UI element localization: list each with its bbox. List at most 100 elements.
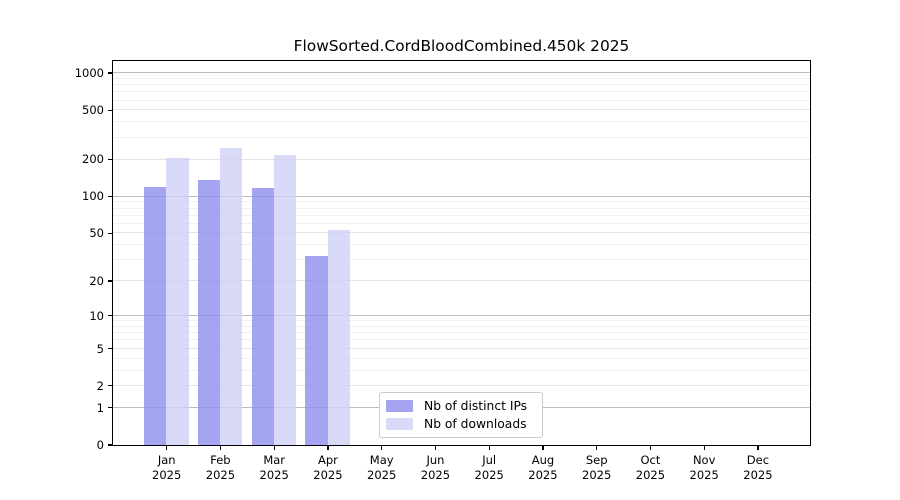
bar-feb-ips — [197, 180, 221, 445]
x-tick-mar — [273, 445, 275, 450]
gridline-40 — [112, 244, 810, 246]
plot-area — [111, 59, 811, 446]
x-tick-label-jul: Jul 2025 — [459, 453, 519, 482]
x-tick-month: Jul — [482, 453, 497, 467]
y-tick-label-1: 1 — [96, 400, 104, 415]
downloads-swatch-icon — [386, 418, 413, 430]
x-tick-label-nov: Nov 2025 — [674, 453, 734, 482]
x-tick-month: Mar — [263, 453, 286, 467]
x-tick-label-apr: Apr 2025 — [298, 453, 358, 482]
x-tick-label-mar: Mar 2025 — [244, 453, 304, 482]
gridline-80 — [112, 207, 810, 209]
legend-item-distinct-ips: Nb of distinct IPs — [386, 398, 536, 415]
x-tick-year: 2025 — [420, 467, 451, 482]
gridline-2 — [112, 385, 810, 387]
y-tick-label-5: 5 — [96, 341, 104, 356]
gridline-100 — [112, 195, 810, 197]
gridline-60 — [112, 222, 810, 224]
y-tick-1000 — [108, 72, 113, 74]
bar-mar-downloads — [273, 155, 297, 445]
legend-item-downloads: Nb of downloads — [386, 416, 536, 433]
x-tick-year: 2025 — [689, 467, 719, 482]
x-tick-label-feb: Feb 2025 — [190, 453, 250, 482]
bar-mar-ips — [251, 187, 274, 445]
chart-title: FlowSorted.CordBloodCombined.450k 2025 — [293, 37, 630, 55]
gridline-90 — [112, 201, 810, 203]
x-tick-label-aug: Aug 2025 — [513, 453, 573, 482]
x-tick-year: 2025 — [743, 467, 773, 482]
gridline-5 — [112, 347, 810, 349]
x-tick-month: Sep — [585, 453, 608, 467]
x-tick-month: Dec — [746, 453, 770, 467]
x-tick-jan — [166, 445, 168, 450]
gridline-50 — [112, 232, 810, 234]
x-tick-sep — [596, 445, 598, 450]
gridline-70 — [112, 214, 810, 216]
y-tick-label-2: 2 — [96, 378, 104, 393]
x-tick-apr — [327, 445, 329, 450]
y-tick-0 — [108, 444, 113, 446]
x-tick-feb — [219, 445, 222, 450]
x-tick-label-may: May 2025 — [352, 453, 412, 482]
x-tick-label-jan: Jan 2025 — [137, 453, 197, 482]
distinct-ips-swatch-icon — [386, 400, 413, 412]
bar-apr-downloads — [327, 229, 350, 445]
legend: Nb of distinct IPs Nb of downloads — [379, 392, 543, 438]
x-tick-year: 2025 — [474, 467, 504, 482]
x-tick-month: May — [369, 453, 394, 467]
y-tick-20 — [108, 280, 113, 282]
y-tick-label-500: 500 — [82, 103, 104, 118]
x-tick-month: Feb — [210, 453, 231, 467]
x-tick-label-oct: Oct 2025 — [620, 453, 680, 482]
x-tick-label-dec: Dec 2025 — [728, 453, 788, 482]
legend-label-distinct-ips: Nb of distinct IPs — [424, 399, 528, 413]
gridline-30 — [112, 259, 810, 261]
x-tick-month: Apr — [317, 453, 338, 467]
x-tick-month: Nov — [692, 453, 716, 467]
x-tick-month: Oct — [640, 453, 661, 467]
gridline-400 — [112, 121, 810, 123]
y-tick-10 — [108, 315, 113, 317]
x-tick-year: 2025 — [259, 467, 289, 482]
y-tick-label-100: 100 — [82, 189, 104, 204]
x-tick-year: 2025 — [635, 467, 666, 482]
gridline-900 — [112, 77, 810, 79]
gridline-800 — [112, 84, 810, 86]
gridline-10 — [112, 315, 810, 317]
gridline-20 — [112, 280, 810, 282]
x-tick-nov — [703, 445, 705, 450]
bar-jan-downloads — [166, 157, 189, 445]
y-tick-1 — [108, 407, 113, 409]
y-tick-2 — [108, 385, 113, 387]
x-tick-year: 2025 — [582, 467, 612, 482]
x-tick-month: Jan — [157, 453, 176, 467]
y-tick-label-200: 200 — [82, 152, 104, 167]
gridline-7 — [112, 332, 810, 334]
y-tick-200 — [108, 158, 113, 160]
y-tick-label-50: 50 — [89, 226, 104, 241]
x-tick-oct — [649, 445, 652, 450]
x-tick-aug — [542, 445, 544, 450]
y-tick-5 — [108, 347, 113, 350]
gridline-500 — [112, 109, 810, 111]
legend-label-downloads: Nb of downloads — [424, 417, 527, 431]
gridline-4 — [112, 357, 810, 359]
gridline-700 — [112, 91, 810, 93]
gridline-1000 — [112, 72, 810, 74]
x-tick-label-jun: Jun 2025 — [405, 453, 465, 482]
gridline-600 — [112, 99, 810, 101]
x-tick-year: 2025 — [528, 467, 558, 482]
y-tick-50 — [108, 232, 113, 234]
gridline-200 — [112, 158, 810, 160]
x-tick-label-sep: Sep 2025 — [567, 453, 627, 482]
x-tick-year: 2025 — [205, 467, 236, 482]
x-tick-jun — [434, 445, 437, 450]
bar-jan-ips — [144, 186, 167, 445]
bar-apr-ips — [305, 256, 328, 445]
y-tick-label-0: 0 — [96, 438, 104, 452]
gridline-9 — [112, 320, 810, 322]
y-tick-label-20: 20 — [89, 274, 104, 289]
gridline-300 — [112, 136, 810, 138]
gridline-8 — [112, 325, 810, 327]
